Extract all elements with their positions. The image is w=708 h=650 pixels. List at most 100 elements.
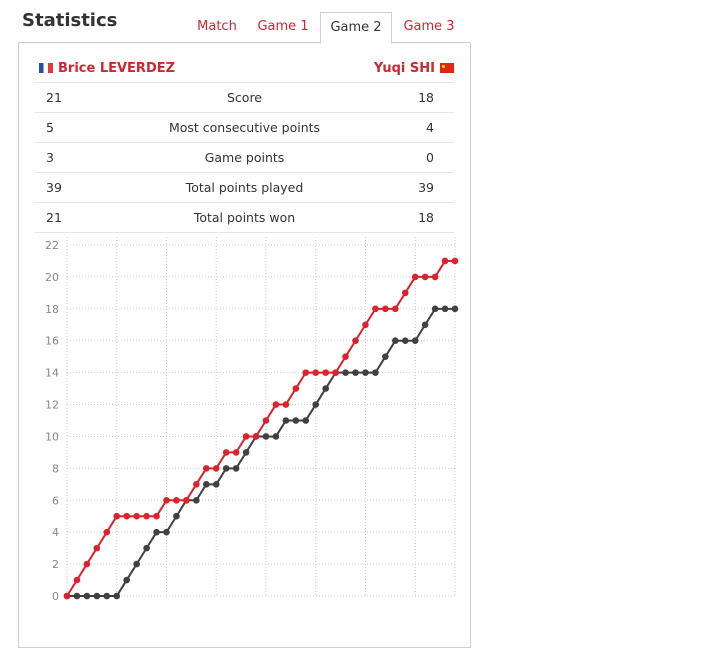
series-point-1 (411, 337, 419, 345)
y-tick-label: 20 (45, 271, 59, 284)
series-point-0 (411, 273, 419, 281)
series-point-1 (441, 305, 449, 313)
players-header: Brice LEVERDEZ Yuqi SHI (35, 59, 454, 81)
series-point-0 (202, 465, 210, 472)
series-point-0 (232, 449, 240, 456)
player-left: Brice LEVERDEZ (39, 61, 175, 76)
series-point-1 (352, 369, 359, 376)
stats-row-score: 21 Score 18 (35, 82, 454, 112)
tab-match[interactable]: Match (197, 19, 237, 34)
series-point-0 (322, 369, 329, 376)
series-point-1 (123, 576, 130, 584)
stats-row-points-won: 21 Total points won 18 (35, 202, 454, 233)
series-point-0 (302, 369, 310, 376)
series-point-0 (143, 512, 150, 520)
series-point-0 (372, 305, 379, 313)
stat-right-value: 0 (426, 150, 434, 165)
stat-left-value: 21 (46, 210, 62, 225)
series-point-0 (163, 496, 170, 504)
tab-game-2[interactable]: Game 2 (320, 12, 392, 44)
series-point-0 (342, 353, 349, 360)
series-point-0 (401, 289, 409, 297)
series-point-0 (93, 544, 101, 552)
series-point-1 (362, 369, 369, 376)
series-point-1 (113, 592, 121, 600)
series-point-1 (222, 465, 230, 472)
series-point-0 (332, 369, 339, 376)
series-point-0 (123, 512, 130, 520)
y-tick-label: 12 (45, 399, 59, 412)
series-point-0 (103, 528, 111, 536)
stat-left-value: 39 (46, 180, 62, 195)
series-point-0 (392, 305, 399, 313)
series-point-0 (382, 305, 389, 313)
score-progression-chart: 0 2 4 6 8 10 12 14 16 18 20 22 (45, 237, 459, 603)
series-point-1 (322, 385, 329, 392)
series-point-0 (133, 512, 140, 520)
series-point-1 (342, 369, 349, 376)
y-tick-label: 4 (52, 526, 59, 539)
series-line-1 (67, 307, 455, 597)
series-point-1 (312, 401, 320, 408)
statistics-panel: Brice LEVERDEZ Yuqi SHI 21 Score 18 5 Mo… (18, 42, 471, 648)
series-point-0 (441, 257, 449, 265)
y-tick-label: 22 (45, 239, 59, 252)
series-point-0 (113, 512, 121, 520)
y-tick-label: 18 (45, 303, 59, 316)
series-point-0 (153, 512, 160, 520)
stat-right-value: 39 (418, 180, 434, 195)
series-point-1 (242, 449, 250, 456)
tab-game-1[interactable]: Game 1 (257, 19, 309, 34)
y-tick-label: 6 (52, 494, 59, 507)
player-right-name: Yuqi SHI (373, 61, 435, 76)
tab-game-3[interactable]: Game 3 (403, 19, 455, 34)
stat-label: Score (226, 90, 262, 105)
y-tick-label: 8 (52, 462, 59, 475)
series-point-1 (202, 481, 210, 488)
series-point-0 (362, 321, 369, 329)
series-point-1 (431, 305, 439, 313)
series-point-1 (133, 560, 140, 568)
series-point-1 (163, 528, 170, 536)
series-point-0 (292, 385, 300, 392)
series-point-1 (302, 417, 310, 424)
series-point-0 (222, 449, 230, 456)
series-point-1 (272, 433, 280, 440)
y-tick-label: 16 (45, 335, 59, 348)
series-point-1 (212, 481, 220, 488)
series-point-0 (83, 560, 91, 568)
china-flag-icon (440, 63, 454, 73)
series-point-1 (262, 433, 270, 440)
series-point-1 (73, 592, 81, 600)
series-point-0 (252, 433, 260, 440)
series-point-1 (382, 353, 389, 360)
series-point-1 (372, 369, 379, 376)
stat-label: Total points played (185, 180, 304, 195)
series-point-0 (451, 257, 459, 265)
series-point-1 (153, 528, 160, 536)
stat-label: Most consecutive points (168, 120, 321, 135)
page-title: Statistics (22, 10, 118, 31)
series-point-0 (73, 576, 81, 584)
series-point-1 (401, 337, 409, 345)
series-point-1 (193, 496, 200, 504)
stat-right-value: 18 (418, 90, 434, 105)
series-point-1 (83, 592, 91, 600)
stat-right-value: 18 (418, 210, 434, 225)
series-point-0 (312, 369, 320, 376)
stat-right-value: 4 (426, 120, 434, 135)
stats-row-points-played: 39 Total points played 39 (35, 172, 454, 202)
stat-label: Total points won (193, 210, 296, 225)
series-point-1 (392, 337, 399, 345)
player-left-name: Brice LEVERDEZ (58, 61, 176, 76)
series-point-0 (212, 465, 220, 472)
series-point-1 (232, 465, 240, 472)
series-point-0 (272, 401, 280, 408)
series-point-0 (352, 337, 359, 345)
series-point-1 (173, 512, 180, 520)
series-point-0 (173, 496, 180, 504)
player-right: Yuqi SHI (374, 61, 454, 76)
series-point-0 (63, 592, 71, 600)
stats-row-consecutive: 5 Most consecutive points 4 (35, 112, 454, 142)
y-tick-label: 10 (45, 430, 59, 443)
